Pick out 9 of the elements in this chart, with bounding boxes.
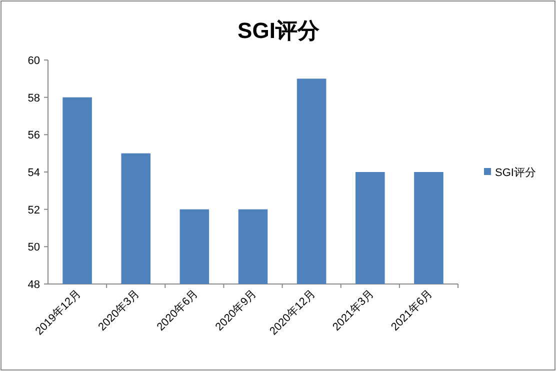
y-tick-label: 58 — [28, 92, 40, 104]
y-tick-label: 52 — [28, 204, 40, 216]
y-tick-label: 48 — [28, 279, 40, 291]
y-tick-label: 56 — [28, 130, 40, 142]
legend-label: SGI评分 — [495, 167, 536, 179]
chart-title: SGI评分 — [238, 18, 320, 43]
y-tick-label: 50 — [28, 242, 40, 254]
y-tick-label: 60 — [28, 55, 40, 67]
y-tick-label: 54 — [28, 167, 40, 179]
